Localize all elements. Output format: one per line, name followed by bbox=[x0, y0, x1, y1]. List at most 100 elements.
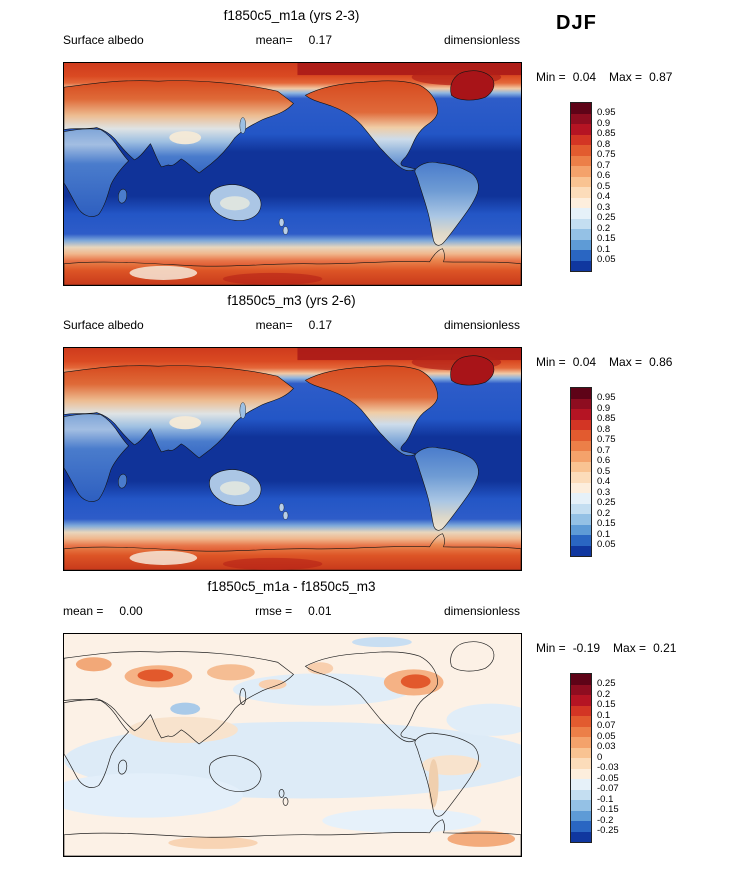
colorbar-tick-label: 0.95 bbox=[597, 107, 616, 118]
colorbar-cell bbox=[571, 197, 591, 208]
map-frame-3 bbox=[63, 633, 522, 857]
mean-value: 0.17 bbox=[308, 33, 333, 47]
colorbar-cell bbox=[571, 800, 591, 811]
minmax-row: Min = 0.04 Max = 0.87 bbox=[536, 70, 732, 84]
colorbar-cell bbox=[571, 674, 591, 685]
panel-case-2: f1850c5_m3 (yrs 2-6) Surface albedo mean… bbox=[0, 285, 733, 575]
rmse-label: rmse = bbox=[255, 604, 293, 618]
colorbar-tick-label: 0.2 bbox=[597, 688, 611, 700]
colorbar-tick-label: 0.2 bbox=[597, 222, 611, 234]
colorbar-cell bbox=[571, 705, 591, 716]
min-label: Min = bbox=[536, 355, 566, 369]
colorbar-tick-label: 0.15 bbox=[597, 233, 616, 244]
colorbar-cell bbox=[571, 208, 591, 219]
colorbar-tick-label: 0.15 bbox=[597, 699, 616, 710]
map-frame-1 bbox=[63, 62, 522, 286]
max-label: Max = bbox=[613, 641, 647, 655]
colorbar-tick-label: -0.07 bbox=[597, 783, 619, 794]
colorbar-cell bbox=[571, 388, 591, 399]
colorbar-cell bbox=[571, 218, 591, 229]
colorbar-tick-label: -0.03 bbox=[597, 762, 619, 773]
coastline-outlines bbox=[64, 641, 521, 856]
max-label: Max = bbox=[609, 355, 643, 369]
colorbar-cell bbox=[571, 250, 591, 261]
colorbar-cell bbox=[571, 451, 591, 462]
mean-label: mean = bbox=[63, 604, 104, 618]
colorbar-tick-label: 0.4 bbox=[597, 191, 611, 202]
colorbar-cell bbox=[571, 419, 591, 430]
colorbar-tick-label: 0.85 bbox=[597, 128, 616, 139]
colorbar-cell bbox=[571, 545, 591, 556]
colorbar-cell bbox=[571, 229, 591, 240]
colorbar-cell bbox=[571, 482, 591, 493]
mean-label: mean= bbox=[255, 318, 293, 332]
season-label: DJF bbox=[556, 12, 597, 34]
colorbar-cell bbox=[571, 524, 591, 535]
rmse-stat: rmse = 0.01 bbox=[255, 604, 331, 618]
colorbar-cell bbox=[571, 113, 591, 124]
min-value: -0.19 bbox=[572, 641, 601, 655]
colorbar-cell bbox=[571, 461, 591, 472]
albedo-map-2 bbox=[64, 348, 521, 570]
stats-row: Surface albedo mean= 0.17 dimensionless bbox=[63, 33, 520, 47]
map-frame-2 bbox=[63, 347, 522, 571]
colorbar-labels: 0.95 0.9 0.85 0.8 0.75 0.7 0.6 0.5 0.4 0.3 0.25 0.2… bbox=[597, 102, 639, 272]
colorbar-cell bbox=[571, 398, 591, 409]
colorbar-cell bbox=[571, 145, 591, 156]
colorbar-cell bbox=[571, 124, 591, 135]
colorbar-tick-label: -0.15 bbox=[597, 804, 619, 815]
colorbar-cell bbox=[571, 239, 591, 250]
min-value: 0.04 bbox=[572, 70, 597, 84]
stats-row: Surface albedo mean= 0.17 dimensionless bbox=[63, 318, 520, 332]
colorbar-cell bbox=[571, 166, 591, 177]
mean-value: 0.17 bbox=[308, 318, 333, 332]
max-value: 0.21 bbox=[653, 641, 677, 655]
colorbar-labels: 0.95 0.9 0.85 0.8 0.75 0.7 0.6 0.5 0.4 0.3 0.25 0.2… bbox=[597, 387, 639, 557]
colorbar-tick-label: 0.75 bbox=[597, 434, 616, 445]
albedo-map-1 bbox=[64, 63, 521, 285]
min-value: 0.04 bbox=[572, 355, 597, 369]
stats-row: mean = 0.00 rmse = 0.01 dimensionless bbox=[63, 604, 520, 618]
colorbar-cell bbox=[571, 260, 591, 271]
mean-value: 0.00 bbox=[119, 604, 143, 618]
colorbar-cell bbox=[571, 821, 591, 832]
colorbar-tick-label: 0.25 bbox=[597, 678, 616, 689]
colorbar-tick-label: 0.8 bbox=[597, 138, 611, 150]
colorbar-tick-label: 0.85 bbox=[597, 413, 616, 424]
units-label: dimensionless bbox=[443, 604, 520, 618]
colorbar-tick-label: -0.1 bbox=[597, 793, 614, 805]
difference-map bbox=[64, 634, 521, 856]
variable-label: Surface albedo bbox=[63, 33, 144, 47]
units-label: dimensionless bbox=[443, 318, 520, 332]
colorbar-3: 0.25 0.2 0.15 0.1 0.07 0.05 0.03 0 -0.03 -0.05 -0.… bbox=[570, 673, 639, 843]
colorbar-cells bbox=[570, 102, 592, 272]
colorbar-tick-label: 0.7 bbox=[597, 444, 611, 456]
colorbar-cell bbox=[571, 716, 591, 727]
colorbar-tick-label: 0.1 bbox=[597, 528, 611, 540]
min-label: Min = bbox=[536, 641, 566, 655]
colorbar-tick-label: 0.5 bbox=[597, 180, 611, 192]
colorbar-cell bbox=[571, 768, 591, 779]
mean-stat: mean = 0.00 bbox=[63, 604, 143, 618]
mean-stat: mean= 0.17 bbox=[256, 318, 332, 332]
colorbar-tick-label: -0.2 bbox=[597, 814, 614, 826]
difference-map-art bbox=[64, 634, 521, 856]
colorbar-tick-label: 0.25 bbox=[597, 212, 616, 223]
colorbar-tick-label: 0.2 bbox=[597, 507, 611, 519]
colorbar-tick-label: 0.6 bbox=[597, 170, 611, 181]
colorbar-cell bbox=[571, 789, 591, 800]
colorbar-1: 0.95 0.9 0.85 0.8 0.75 0.7 0.6 0.5 0.4 0.3 0.25 0.2… bbox=[570, 102, 639, 272]
colorbar-tick-label: 0.3 bbox=[597, 486, 611, 498]
minmax-row: Min = -0.19 Max = 0.21 bbox=[536, 641, 732, 655]
colorbar-tick-label: 0.6 bbox=[597, 455, 611, 466]
max-value: 0.86 bbox=[649, 355, 673, 369]
colorbar-cell bbox=[571, 514, 591, 525]
colorbar-tick-label: 0.3 bbox=[597, 201, 611, 213]
colorbar-cells bbox=[570, 673, 592, 843]
colorbar-cell bbox=[571, 430, 591, 441]
colorbar-tick-label: 0 bbox=[597, 751, 603, 763]
colorbar-cell bbox=[571, 758, 591, 769]
colorbar-tick-label: 0.9 bbox=[597, 117, 611, 129]
colorbar-tick-label: 0.1 bbox=[597, 709, 611, 721]
colorbar-cell bbox=[571, 103, 591, 114]
